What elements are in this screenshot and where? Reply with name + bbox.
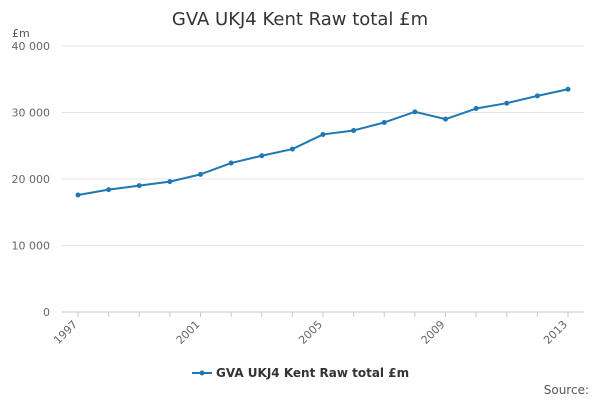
y-tick-label: 10 000: [12, 240, 51, 253]
data-point[interactable]: [412, 109, 418, 115]
data-point[interactable]: [198, 171, 203, 177]
x-tick-label: 2005: [296, 318, 325, 347]
legend-label: GVA UKJ4 Kent Raw total £m: [216, 366, 409, 380]
y-axis-unit-label: £m: [12, 27, 30, 40]
data-point[interactable]: [320, 131, 326, 137]
source-label: Source:: [544, 383, 589, 397]
x-axis-tick-labels: 1997 2001 2005 2009 2013: [51, 318, 570, 347]
data-point[interactable]: [289, 146, 295, 152]
data-point[interactable]: [473, 106, 479, 112]
data-point[interactable]: [534, 93, 540, 99]
x-tick-label: 1997: [51, 318, 80, 347]
data-point[interactable]: [443, 116, 448, 122]
data-point[interactable]: [167, 179, 173, 185]
series-group: [75, 86, 571, 198]
data-point[interactable]: [259, 153, 265, 159]
data-point[interactable]: [106, 187, 112, 193]
y-tick-label: 0: [43, 306, 50, 319]
y-tick-label: 20 000: [12, 173, 51, 186]
gridlines: [62, 45, 584, 246]
data-point[interactable]: [381, 119, 387, 125]
data-point[interactable]: [351, 127, 357, 133]
legend-marker-swatch: [199, 370, 205, 376]
x-tick-label: 2013: [541, 318, 570, 347]
y-axis-tick-labels: 0 10 000 20 000 30 000 40 000: [12, 40, 51, 319]
data-point[interactable]: [136, 183, 142, 189]
data-point[interactable]: [228, 160, 234, 166]
data-point[interactable]: [75, 192, 81, 198]
data-point[interactable]: [565, 86, 571, 92]
y-tick-label: 30 000: [12, 107, 51, 120]
chart-title: GVA UKJ4 Kent Raw total £m: [172, 9, 428, 30]
x-tick-label: 2001: [174, 318, 203, 347]
x-axis: [62, 311, 584, 317]
data-point[interactable]: [504, 100, 510, 106]
legend[interactable]: GVA UKJ4 Kent Raw total £m: [192, 366, 409, 380]
y-tick-label: 40 000: [12, 40, 51, 53]
x-tick-label: 2009: [419, 318, 448, 347]
